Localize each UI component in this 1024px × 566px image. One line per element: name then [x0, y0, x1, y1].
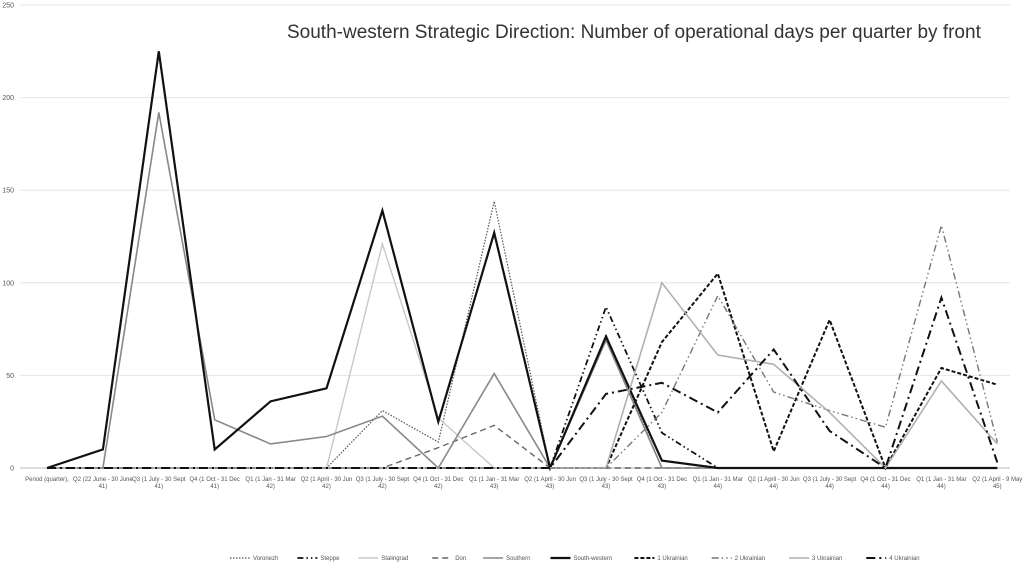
legend-label: 2 Ukrainian: [735, 556, 765, 562]
x-tick-label: Q2 (1 April - 30 Jun 42): [301, 477, 353, 490]
x-tick-label: Q3 (1 July - 30 Sept 42): [356, 477, 410, 490]
legend-label: Steppe: [320, 556, 340, 562]
x-tick-label: Q3 (1 July - 30 Sept 44): [803, 477, 857, 490]
x-tick-label: Q4 (1 Oct - 31 Dec 42): [413, 477, 463, 490]
series-line-steppe: [47, 304, 998, 469]
x-tick-label: Q4 (1 Oct - 31 Dec 41): [190, 477, 240, 490]
y-tick-label: 100: [2, 280, 14, 287]
legend-label: Voronezh: [253, 556, 278, 562]
legend-label: 3 Ukrainian: [812, 556, 842, 562]
y-tick-label: 200: [2, 95, 14, 102]
legend-label: Don: [455, 556, 466, 562]
legend-label: Southern: [506, 556, 530, 562]
y-tick-label: 150: [2, 188, 14, 195]
x-tick-label: Q2 (1 April - 30 Jun 44): [748, 477, 800, 490]
x-tick-label: Q4 (1 Oct - 31 Dec 43): [637, 477, 687, 490]
y-tick-label: 250: [2, 3, 14, 10]
x-tick-label: Q1 (1 Jan - 31 Mar 43): [469, 477, 519, 490]
x-tick-label: Q3 (1 July - 30 Sept 41): [132, 477, 186, 490]
chart-title: South-western Strategic Direction: Numbe…: [287, 22, 982, 43]
x-tick-label: Q3 (1 July - 30 Sept 43): [579, 477, 633, 490]
x-tick-label: Q1 (1 Jan - 31 Mar 42): [245, 477, 295, 490]
x-tick-label: Q4 (1 Oct - 31 Dec 44): [860, 477, 910, 490]
series-line-voronezh: [47, 201, 998, 471]
series-line-don: [47, 424, 998, 469]
x-tick-label: Q1 (1 Jan - 31 Mar 44): [693, 477, 743, 490]
legend: Voronezh Steppe Stalingrad Don Southern South…: [230, 556, 920, 562]
gridlines: [20, 4, 1010, 469]
y-tick-label: 50: [6, 373, 14, 380]
x-tick-label: Q2 (1 April - 9 May 45): [972, 477, 1022, 490]
series-line-1-ukrainian: [47, 271, 998, 471]
legend-label: 1 Ukrainian: [657, 556, 687, 562]
x-tick-label: Q2 (1 April - 30 Jun 43): [524, 477, 576, 490]
x-tick-label: Q1 (1 Jan - 31 Mar 44): [916, 477, 966, 490]
legend-label: South-western: [574, 556, 613, 562]
series-line-4-ukrainian: [47, 294, 999, 470]
series-line-south-western: [46, 51, 998, 472]
x-tick-label: Period (quarter),: [25, 477, 69, 483]
series-line-southern: [47, 112, 998, 470]
x-axis-ticks: Period (quarter), Q2 (22 June - 30 June 41…: [25, 477, 1022, 490]
y-tick-label: 0: [10, 466, 14, 473]
legend-label: 4 Ukrainian: [889, 556, 919, 562]
legend-label: Stalingrad: [381, 556, 408, 562]
y-axis-ticks: 0 50 100 150 200 250: [2, 3, 14, 473]
series-lines: [46, 51, 999, 472]
x-tick-label: Q2 (22 June - 30 June 41): [73, 477, 133, 490]
